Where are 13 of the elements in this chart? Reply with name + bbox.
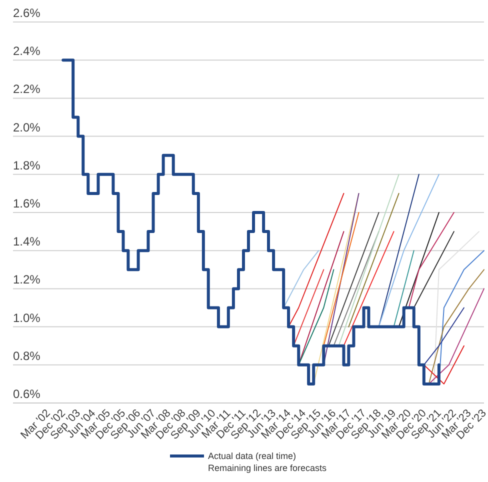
text: Remaining lines are forecasts [208, 463, 328, 474]
y-tick-label: 0.8% [13, 348, 41, 363]
y-tick-label: 2.0% [13, 120, 41, 134]
legend-label: Actual data (real time) [208, 451, 296, 462]
y-tick-label: 1.0% [13, 310, 41, 325]
y-tick-label: 2.2% [13, 82, 41, 96]
y-tick-label: 0.6% [13, 387, 41, 401]
y-tick-label: 1.6% [13, 196, 41, 210]
y-tick-label: 2.6% [13, 6, 41, 20]
y-tick-label: 1.2% [13, 272, 41, 287]
y-tick-label: 1.8% [13, 158, 41, 172]
y-tick-label: 1.4% [13, 234, 41, 249]
y-tick-label: 2.4% [13, 44, 41, 58]
